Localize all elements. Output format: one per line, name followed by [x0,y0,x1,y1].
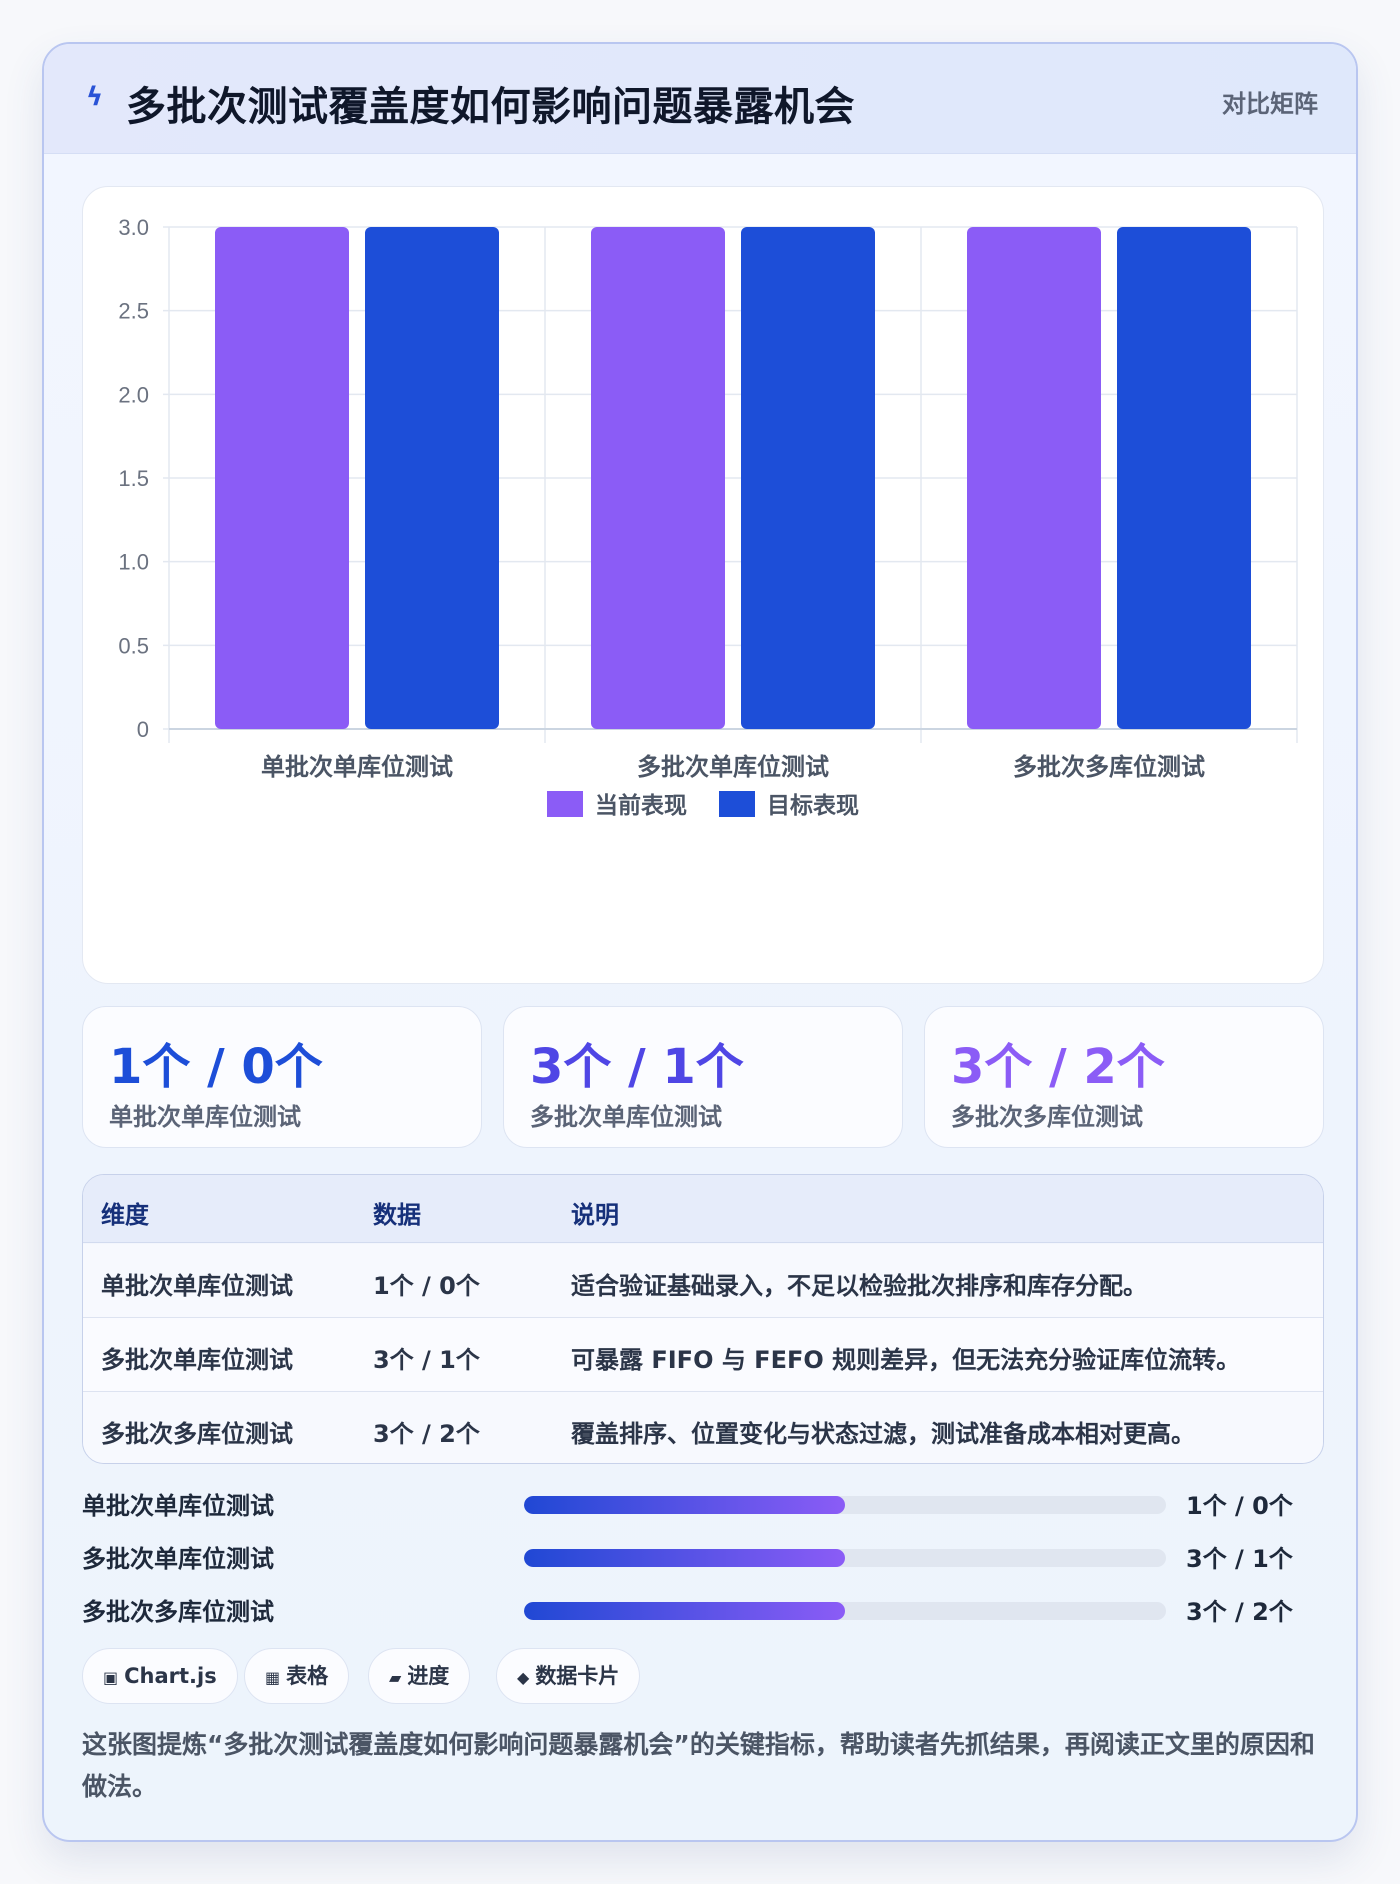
stat-value: 1个 / 0个 [109,1039,323,1095]
x-tick-label: 单批次单库位测试 [261,753,453,781]
progress-row: 单批次单库位测试 1个 / 0个 [82,1482,1324,1522]
y-tick-label: 1.5 [118,466,149,491]
card-header: ϟ 多批次测试覆盖度如何影响问题暴露机会 对比矩阵 [44,44,1356,154]
infographic-card: ϟ 多批次测试覆盖度如何影响问题暴露机会 对比矩阵 0 0.5 1.0 1.5 2.0 2… [42,42,1358,1842]
legend-label: 当前表现 [595,792,687,819]
table-cell: 1个 / 0个 [373,1272,480,1300]
header-tag: 对比矩阵 [1222,90,1318,118]
legend-swatch [547,791,583,817]
table-cell: 多批次单库位测试 [101,1346,293,1374]
chip-label: 表格 [286,1664,329,1688]
stat-value: 3个 / 2个 [951,1039,1165,1095]
column-header-description: 说明 [571,1201,619,1229]
table-row: 多批次多库位测试 3个 / 2个 覆盖排序、位置变化与状态过滤，测试准备成本相对… [83,1392,1323,1463]
progress-row: 多批次单库位测试 3个 / 1个 [82,1535,1324,1575]
progress-track [524,1602,1166,1620]
progress-label: 多批次多库位测试 [82,1598,274,1626]
table-cell: 覆盖排序、位置变化与状态过滤，测试准备成本相对更高。 [571,1420,1195,1448]
legend-label: 目标表现 [767,793,859,819]
stat-card: 3个 / 2个 多批次多库位测试 [924,1006,1324,1148]
table-row: 单批次单库位测试 1个 / 0个 适合验证基础录入，不足以检验批次排序和库存分配… [83,1244,1323,1318]
y-tick-label: 2.5 [118,299,149,324]
card-title: 多批次测试覆盖度如何影响问题暴露机会 [126,84,855,130]
lightning-icon: ϟ [86,82,104,112]
table-cell: 单批次单库位测试 [101,1272,293,1300]
chart-panel: 0 0.5 1.0 1.5 2.0 2.5 3.0 单批次单库位测试 多批次单库位测试 多批次多库… [82,186,1324,984]
y-tick-label: 0 [137,717,149,742]
table-row: 多批次单库位测试 3个 / 1个 可暴露 FIFO 与 FEFO 规则差异，但无… [83,1318,1323,1392]
progress-value: 1个 / 0个 [1186,1492,1293,1520]
table-cell: 多批次多库位测试 [101,1420,293,1448]
bar [365,227,499,729]
progress-track [524,1549,1166,1567]
chip-label: 进度 [407,1664,450,1688]
diamond-icon: ◆ [517,1668,530,1687]
progress-label: 单批次单库位测试 [82,1492,274,1520]
progress-fill [524,1602,845,1620]
stat-value: 3个 / 1个 [530,1039,744,1095]
bar [1117,227,1251,729]
progress-icon: ▰ [389,1668,402,1687]
bar [967,227,1101,729]
bar [215,227,349,729]
progress-value: 3个 / 1个 [1186,1545,1293,1573]
y-tick-label: 0.5 [118,633,149,658]
chip-chartjs[interactable]: ▣ Chart.js [82,1648,238,1704]
bar-chart: 0 0.5 1.0 1.5 2.0 2.5 3.0 单批次单库位测试 多批次单库位测试 多批次多库… [118,215,1298,819]
table-icon: ▦ [265,1668,281,1687]
legend-swatch [719,791,755,817]
chip-table[interactable]: ▦ 表格 [244,1648,350,1704]
stat-label: 多批次单库位测试 [530,1103,722,1131]
bar [591,227,725,729]
progress-fill [524,1496,845,1514]
progress-track [524,1496,1166,1514]
progress-row: 多批次多库位测试 3个 / 2个 [82,1588,1324,1628]
table-header: 维度 数据 说明 [83,1175,1323,1243]
stat-label: 多批次多库位测试 [951,1103,1143,1131]
progress-value: 3个 / 2个 [1186,1598,1293,1626]
stat-card: 1个 / 0个 单批次单库位测试 [82,1006,482,1148]
y-tick-label: 1.0 [118,550,149,575]
table-cell: 3个 / 2个 [373,1420,480,1448]
chip-label: Chart.js [124,1664,217,1688]
progress-label: 多批次单库位测试 [82,1545,274,1573]
table-cell: 3个 / 1个 [373,1346,480,1374]
stat-label: 单批次单库位测试 [109,1103,301,1131]
column-header-dimension: 维度 [101,1201,149,1229]
y-tick-label: 3.0 [118,215,149,240]
column-header-data: 数据 [373,1201,421,1229]
x-tick-label: 多批次多库位测试 [1013,753,1205,781]
data-table: 维度 数据 说明 单批次单库位测试 1个 / 0个 适合验证基础录入，不足以检验… [82,1174,1324,1464]
bar [741,227,875,729]
table-cell: 适合验证基础录入，不足以检验批次排序和库存分配。 [571,1272,1147,1300]
x-tick-label: 多批次单库位测试 [637,753,829,781]
chip-progress[interactable]: ▰ 进度 [368,1648,471,1704]
progress-fill [524,1549,845,1567]
chip-label: 数据卡片 [535,1664,620,1688]
table-cell: 可暴露 FIFO 与 FEFO 规则差异，但无法充分验证库位流转。 [571,1346,1241,1374]
stat-card: 3个 / 1个 多批次单库位测试 [503,1006,903,1148]
chart-icon: ▣ [103,1668,119,1687]
y-tick-label: 2.0 [118,382,149,407]
chip-data-cards[interactable]: ◆ 数据卡片 [496,1648,641,1704]
description-text: 这张图提炼“多批次测试覆盖度如何影响问题暴露机会”的关键指标，帮助读者先抓结果，… [82,1730,1315,1801]
